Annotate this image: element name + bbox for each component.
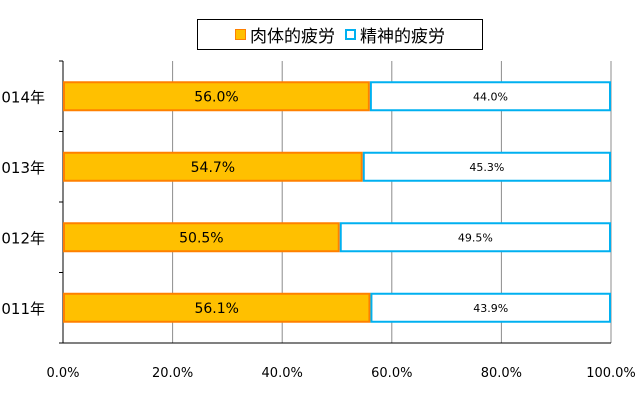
bar-mental-fatigue (370, 292, 612, 323)
x-tick-label: 60.0% (371, 366, 412, 381)
legend-item-mental: 精神的疲労 (345, 22, 445, 47)
y-category-label: 2012年 (0, 229, 45, 247)
data-label-physical: 56.1% (194, 301, 238, 317)
legend-label-mental: 精神的疲労 (360, 27, 445, 47)
bar-mental-fatigue (339, 222, 611, 253)
legend-item-physical: 肉体的疲労 (235, 22, 335, 47)
bar-physical-fatigue (63, 151, 363, 182)
legend: 肉体的疲労 精神的疲労 (197, 19, 483, 50)
data-label-physical: 50.5% (179, 230, 223, 246)
data-label-mental: 49.5% (458, 231, 493, 244)
legend-swatch-physical (235, 29, 246, 40)
data-label-mental: 44.0% (473, 90, 508, 103)
x-tick-label: 100.0% (586, 366, 636, 381)
bar-physical-fatigue (63, 222, 340, 253)
y-category-label: 2014年 (0, 88, 45, 106)
data-label-physical: 54.7% (191, 160, 235, 176)
bar-mental-fatigue (362, 151, 612, 182)
legend-label-physical: 肉体的疲労 (250, 27, 335, 47)
x-tick-label: 20.0% (152, 366, 193, 381)
y-category-label: 2013年 (0, 159, 45, 177)
x-tick-label: 80.0% (481, 366, 522, 381)
data-label-mental: 45.3% (469, 161, 504, 174)
bar-physical-fatigue (63, 81, 370, 112)
data-label-mental: 43.9% (473, 302, 508, 315)
y-category-label: 2011年 (0, 300, 45, 318)
x-tick-label: 0.0% (46, 366, 79, 381)
bar-physical-fatigue (63, 292, 371, 323)
legend-swatch-mental (345, 29, 356, 40)
bar-mental-fatigue (369, 81, 611, 112)
x-tick-label: 40.0% (262, 366, 303, 381)
data-label-physical: 56.0% (194, 89, 238, 105)
